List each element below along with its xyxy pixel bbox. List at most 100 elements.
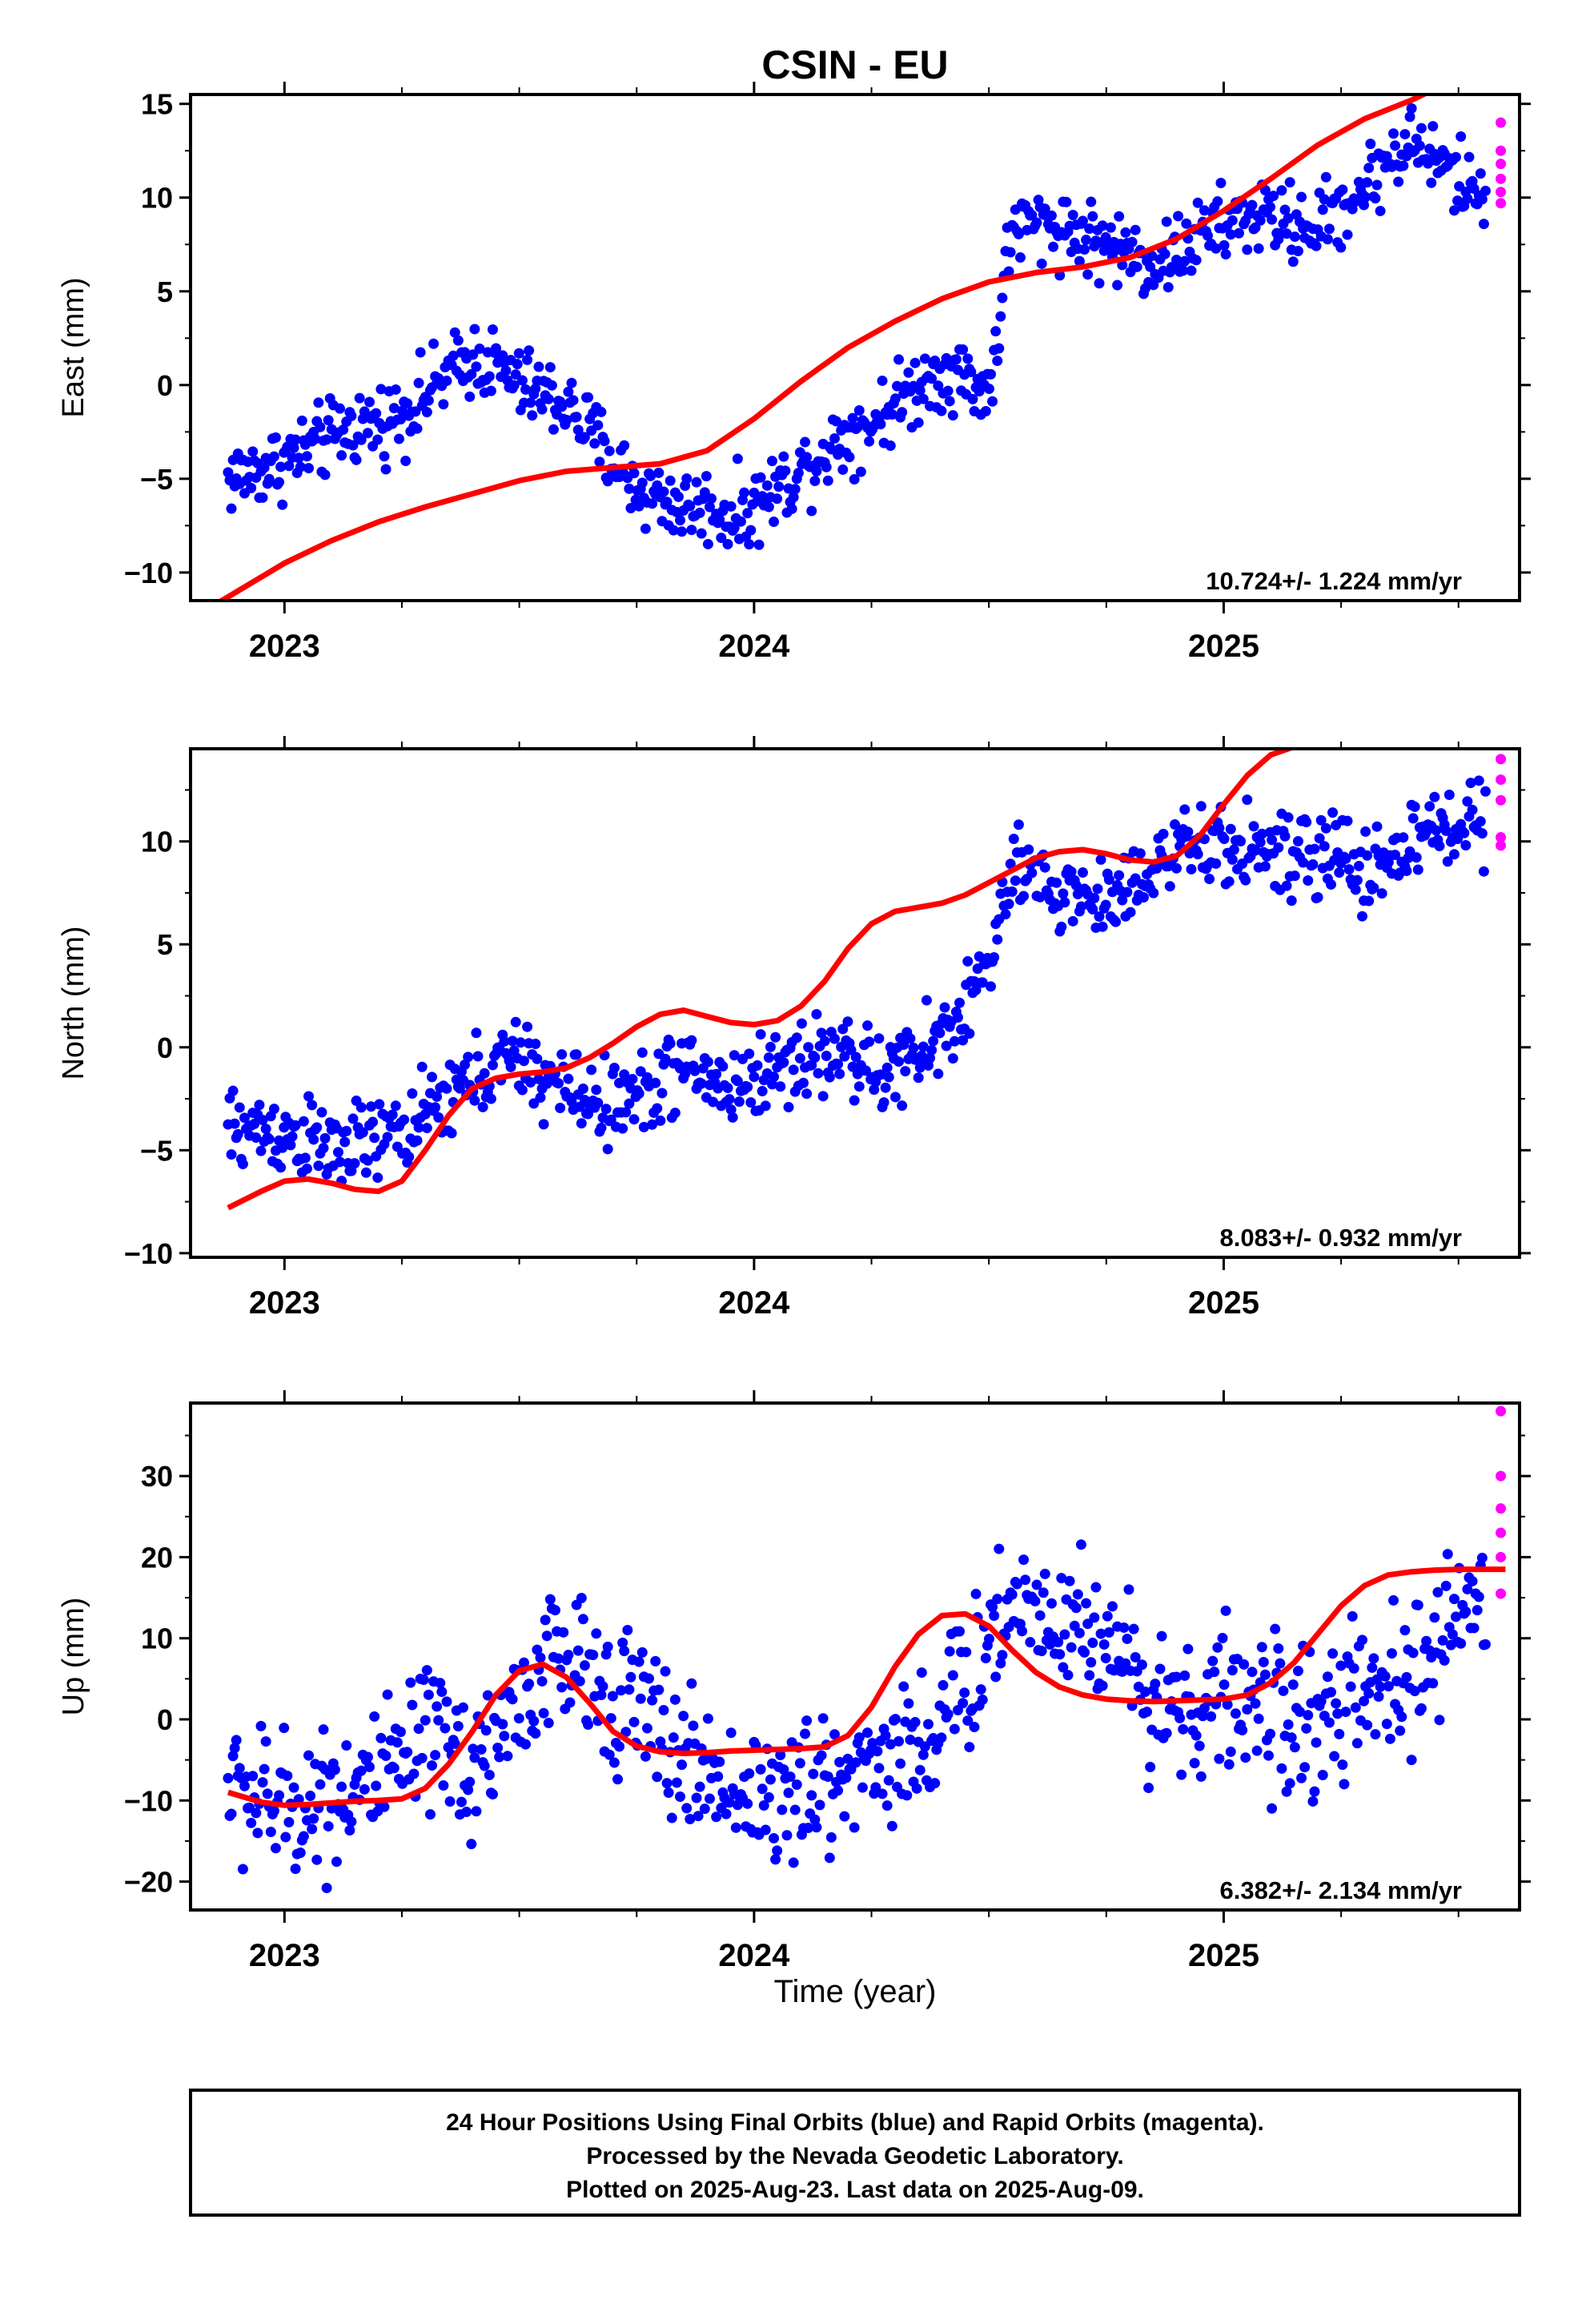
data-point xyxy=(583,392,594,403)
data-point xyxy=(636,477,648,489)
data-point xyxy=(975,1684,986,1695)
data-point xyxy=(1230,1708,1241,1719)
data-point xyxy=(574,1675,585,1687)
data-point xyxy=(917,393,929,404)
data-point xyxy=(964,1742,975,1753)
data-point xyxy=(833,1785,844,1796)
data-point xyxy=(1079,1647,1090,1658)
data-point xyxy=(408,1768,420,1779)
data-point xyxy=(986,981,997,992)
data-point xyxy=(889,1714,901,1725)
data-point xyxy=(275,1162,287,1173)
data-point xyxy=(1303,1710,1314,1721)
data-point xyxy=(686,1035,697,1046)
data-point xyxy=(1010,204,1021,215)
data-point xyxy=(1095,1628,1106,1639)
data-point xyxy=(538,1119,549,1130)
data-point xyxy=(1327,807,1339,818)
data-point xyxy=(850,1051,861,1063)
data-point xyxy=(1178,1723,1189,1735)
y-tick-label: −10 xyxy=(124,557,173,589)
data-point xyxy=(507,1035,518,1047)
data-point xyxy=(1312,892,1323,903)
data-point xyxy=(561,415,572,426)
data-point xyxy=(942,1708,954,1719)
data-point xyxy=(685,501,696,512)
data-point xyxy=(259,1763,270,1775)
data-point xyxy=(633,1088,644,1100)
data-point xyxy=(669,1108,681,1119)
final-orbit-points xyxy=(223,1539,1491,1893)
data-point xyxy=(1442,856,1453,867)
data-point xyxy=(586,1064,597,1076)
data-point xyxy=(696,528,707,539)
data-point xyxy=(873,1763,885,1774)
data-point xyxy=(1046,210,1057,221)
data-point xyxy=(1465,778,1476,789)
data-point xyxy=(708,1096,719,1108)
data-point xyxy=(1117,895,1128,906)
data-point xyxy=(1219,1679,1230,1691)
data-point xyxy=(1145,261,1156,272)
data-point xyxy=(757,1085,768,1096)
data-point xyxy=(909,1717,921,1728)
data-point xyxy=(1171,862,1182,874)
data-point xyxy=(1225,1746,1236,1757)
data-point xyxy=(311,1122,323,1133)
data-point xyxy=(1292,245,1303,256)
y-tick-label: −5 xyxy=(140,1134,173,1167)
final-orbit-points xyxy=(223,775,1491,1187)
data-point xyxy=(666,1812,677,1823)
data-point xyxy=(640,1751,651,1762)
data-point xyxy=(994,343,1005,354)
data-point xyxy=(1350,884,1361,895)
data-point xyxy=(303,463,315,474)
data-point xyxy=(1039,1568,1050,1579)
data-point xyxy=(1286,1732,1297,1743)
data-point xyxy=(1362,177,1373,188)
data-point xyxy=(1337,184,1348,195)
data-point xyxy=(694,1781,705,1792)
data-point xyxy=(864,436,875,447)
data-point xyxy=(772,1845,783,1856)
data-point xyxy=(513,348,524,359)
data-point xyxy=(1066,866,1077,878)
data-point xyxy=(1388,1594,1399,1606)
data-point xyxy=(303,1091,315,1102)
data-point xyxy=(255,1145,267,1156)
data-point xyxy=(1209,1667,1220,1678)
data-point xyxy=(788,492,799,503)
data-point xyxy=(793,468,804,479)
data-point xyxy=(702,1056,713,1068)
data-point xyxy=(760,1824,771,1835)
data-point xyxy=(1334,1728,1345,1739)
data-point xyxy=(959,1687,970,1699)
data-point xyxy=(415,347,426,358)
data-point xyxy=(440,1723,451,1734)
data-point xyxy=(226,1149,237,1160)
data-point xyxy=(484,1769,495,1780)
data-point xyxy=(1178,265,1189,276)
data-point xyxy=(1070,880,1082,891)
data-point xyxy=(1309,1786,1320,1797)
data-point xyxy=(913,1072,924,1084)
data-point xyxy=(1110,916,1122,927)
data-point xyxy=(260,1124,271,1135)
y-tick-label: 5 xyxy=(157,928,173,961)
data-point xyxy=(974,951,985,962)
data-point xyxy=(293,1794,304,1805)
data-point xyxy=(268,1805,279,1816)
data-point xyxy=(1013,819,1024,830)
data-point xyxy=(1222,1699,1233,1711)
data-point xyxy=(257,1777,268,1788)
data-point xyxy=(1451,151,1462,163)
data-point xyxy=(1125,907,1136,918)
data-point xyxy=(997,292,1008,304)
data-point xyxy=(729,1050,740,1061)
data-point xyxy=(898,1039,909,1051)
data-point xyxy=(1390,140,1401,151)
data-point xyxy=(783,1787,794,1799)
data-point xyxy=(307,1100,318,1111)
data-point xyxy=(1332,1708,1343,1719)
data-point xyxy=(733,1096,745,1108)
